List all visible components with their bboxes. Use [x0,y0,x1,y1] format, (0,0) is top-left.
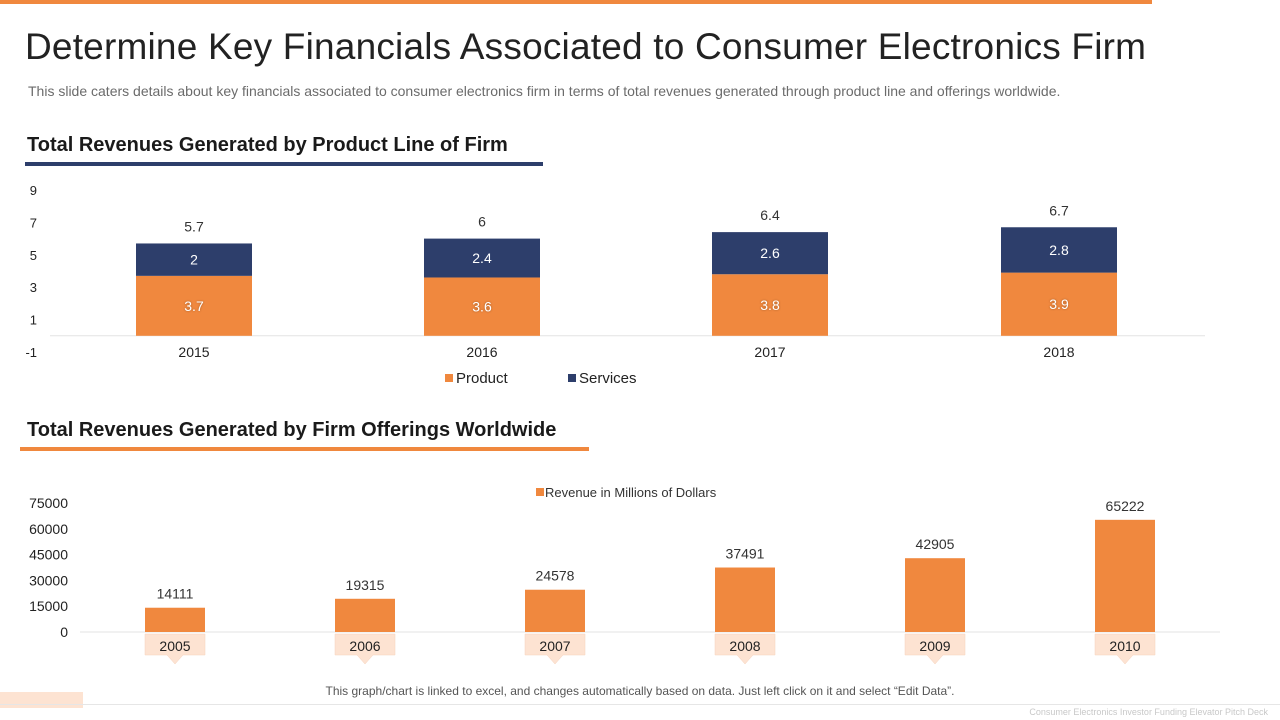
bar-services [1001,227,1117,273]
footer-deck-name: Consumer Electronics Investor Funding El… [1029,707,1268,717]
chart2-title-underline [20,447,589,451]
page-subtitle: This slide caters details about key fina… [28,83,1061,99]
chart1-title-underline [25,162,543,166]
chart-footnote: This graph/chart is linked to excel, and… [325,684,955,698]
page-title: Determine Key Financials Associated to C… [25,26,1147,67]
bar-value-label: 2.4 [472,250,492,266]
y-tick-label: 15000 [29,598,68,614]
bar-value-label: 24578 [536,568,575,584]
bar-total-label: 6.7 [1049,202,1069,218]
bar-value-label: 2.8 [1049,242,1069,258]
bar-total-label: 6.4 [760,207,780,223]
bar-total-label: 5.7 [184,218,204,234]
bar-product [1001,272,1117,336]
bar-value-label: 37491 [726,546,765,562]
y-tick-label: 7 [30,215,37,230]
y-tick-label: 1 [30,313,37,328]
x-tick-label: 2017 [754,344,785,360]
y-tick-label: 0 [60,624,68,640]
footer-divider [0,704,1280,705]
x-tick-label: 2015 [178,344,209,360]
bar-revenue [905,558,965,632]
bar-value-label: 42905 [916,536,955,552]
x-tick-label: 2006 [349,638,380,654]
year-tag-background [714,633,776,665]
y-tick-label: 60000 [29,521,68,537]
bar-product [424,277,540,336]
bar-product [136,275,252,336]
y-tick-label: 30000 [29,572,68,588]
year-tag-background [904,633,966,665]
year-tag-background [1094,633,1156,665]
bar-value-label: 3.7 [184,298,204,314]
bar-services [712,232,828,275]
bar-value-label: 2.6 [760,245,780,261]
y-tick-label: 9 [30,183,37,198]
bar-revenue [715,567,775,632]
bar-value-label: 65222 [1106,498,1145,514]
bar-value-label: 14111 [157,586,194,602]
year-tag-background [144,633,206,665]
legend-services-swatch [568,374,576,382]
bar-value-label: 2 [190,252,198,268]
product-line-stacked-bar-chart: 9 7 5 3 1 -1 3.7 2 5.7 2015 3.6 2.4 6 2016 3.8 2.6 6.4 20… [25,183,1205,387]
bar-revenue [335,598,395,632]
y-tick-label: 3 [30,280,37,295]
bar-value-label: 19315 [346,577,385,593]
top-accent-bar [0,0,1152,4]
bar-services [424,238,540,278]
x-tick-label: 2018 [1043,344,1074,360]
legend-revenue-swatch [536,488,544,496]
x-tick-label: 2016 [466,344,497,360]
bar-revenue [525,589,585,632]
year-tag-background [524,633,586,665]
bar-value-label: 3.6 [472,299,492,315]
bar-value-label: 3.8 [760,297,780,313]
y-tick-label: 5 [30,248,37,263]
y-tick-label: 45000 [29,547,68,563]
legend-services-label: Services [579,370,637,387]
x-tick-label: 2009 [919,638,950,654]
y-tick-label: -1 [25,345,37,360]
chart2-title: Total Revenues Generated by Firm Offerin… [27,419,557,441]
bar-revenue [1095,519,1155,632]
year-tag-background [334,633,396,665]
x-tick-label: 2007 [539,638,570,654]
legend-product-swatch [445,374,453,382]
chart1-title: Total Revenues Generated by Product Line… [27,134,508,156]
bar-services [136,243,252,276]
bar-total-label: 6 [478,214,486,230]
bar-revenue [145,607,205,632]
y-tick-label: 75000 [29,495,68,511]
x-tick-label: 2010 [1109,638,1140,654]
footer-accent-block [0,692,83,708]
legend-product-label: Product [456,370,509,387]
bar-product [712,274,828,336]
legend-revenue-label: Revenue in Millions of Dollars [545,485,717,500]
x-tick-label: 2008 [729,638,760,654]
x-tick-label: 2005 [159,638,190,654]
bar-value-label: 3.9 [1049,296,1069,312]
